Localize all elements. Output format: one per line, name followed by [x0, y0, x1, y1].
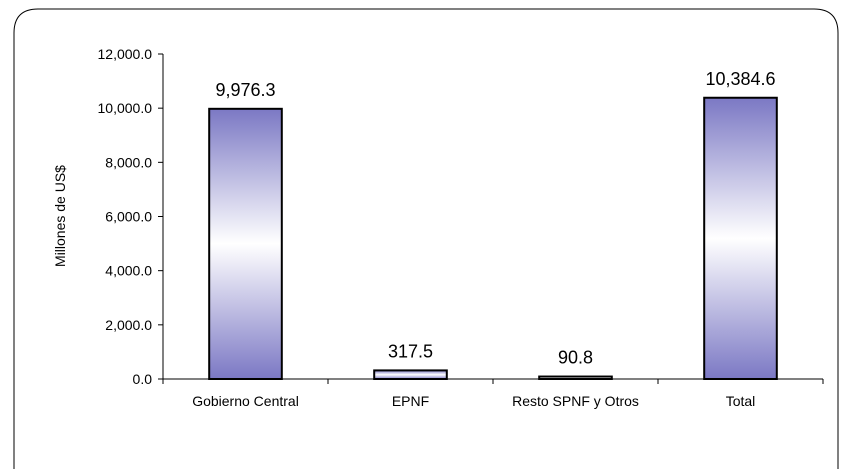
- y-tick-label: 8,000.0: [105, 154, 152, 170]
- y-tick-label: 0.0: [133, 371, 153, 387]
- y-tick-label: 2,000.0: [105, 317, 152, 333]
- data-label: 317.5: [388, 341, 433, 361]
- bar-epnf: [373, 369, 448, 380]
- bars: [208, 96, 778, 381]
- category-label: Resto SPNF y Otros: [512, 393, 639, 409]
- x-axis-ticks: [162, 379, 824, 384]
- data-labels: 9,976.3 317.5 90.8 10,384.6: [215, 69, 775, 368]
- y-axis-ticks: 0.0 2,000.0 4,000.0 6,000.0 8,000.0 10,000.0 1…: [98, 46, 163, 387]
- y-tick-label: 12,000.0: [98, 46, 153, 62]
- data-label: 10,384.6: [705, 69, 775, 89]
- y-tick-label: 6,000.0: [105, 209, 152, 225]
- bar-gobierno-central: [208, 107, 283, 381]
- category-label: EPNF: [392, 393, 429, 409]
- category-labels: Gobierno Central EPNF Resto SPNF y Otros To…: [192, 393, 755, 409]
- bar-total: [703, 96, 778, 380]
- category-label: Total: [726, 393, 756, 409]
- chart-frame: [13, 8, 839, 469]
- data-label: 90.8: [558, 348, 593, 368]
- bar-resto-spnf-y-otros: [538, 375, 613, 380]
- data-label: 9,976.3: [215, 80, 275, 100]
- y-axis-title: Millones de US$: [52, 165, 68, 267]
- y-tick-label: 10,000.0: [98, 100, 153, 116]
- y-tick-label: 4,000.0: [105, 263, 152, 279]
- category-label: Gobierno Central: [192, 393, 299, 409]
